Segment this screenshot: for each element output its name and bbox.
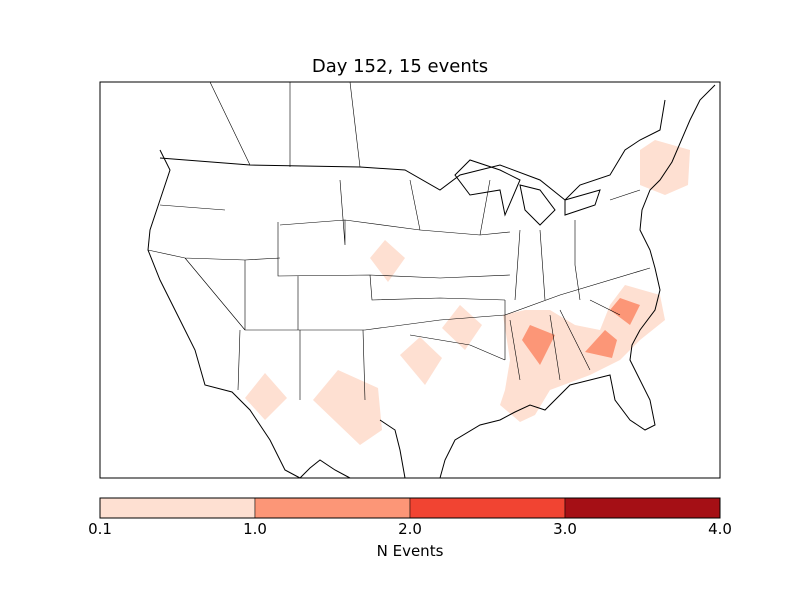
coastlines-and-borders bbox=[147, 81, 716, 479]
event-region-georgia bbox=[585, 330, 617, 358]
colorbar-tick: 2.0 bbox=[398, 520, 422, 538]
great-lakes bbox=[454, 159, 601, 226]
colorbar-segment bbox=[564, 497, 721, 519]
colorbar-label: N Events bbox=[376, 542, 444, 560]
event-region-oklahoma bbox=[400, 337, 442, 385]
canada-border bbox=[159, 99, 666, 201]
colorbar-segment bbox=[254, 497, 411, 519]
event-region-arkansas bbox=[442, 305, 482, 350]
colorbar-tick: 3.0 bbox=[553, 520, 577, 538]
colorbar-frame bbox=[99, 497, 721, 519]
colorbar-tick: 0.1 bbox=[88, 520, 112, 538]
event-region-alabama bbox=[522, 325, 555, 365]
event-region-arizona bbox=[245, 373, 287, 420]
colorbar-segment bbox=[99, 497, 256, 519]
event-region-carolina bbox=[610, 298, 640, 325]
colorbar-tick: 1.0 bbox=[243, 520, 267, 538]
event-region-nebraska bbox=[370, 240, 405, 282]
event-region-new-england bbox=[640, 140, 690, 195]
map-title: Day 152, 15 events bbox=[311, 56, 489, 77]
event-layer bbox=[245, 140, 690, 445]
colorbar bbox=[99, 497, 721, 519]
state-borders bbox=[147, 81, 651, 401]
map-frame bbox=[99, 81, 721, 479]
colorbar-segment bbox=[409, 497, 566, 519]
us-coastline bbox=[147, 84, 716, 479]
event-region-new-mexico-texas bbox=[313, 370, 382, 445]
mexico-coast bbox=[379, 419, 406, 479]
event-region-southeast bbox=[500, 285, 665, 422]
colorbar-tick: 4.0 bbox=[708, 520, 732, 538]
